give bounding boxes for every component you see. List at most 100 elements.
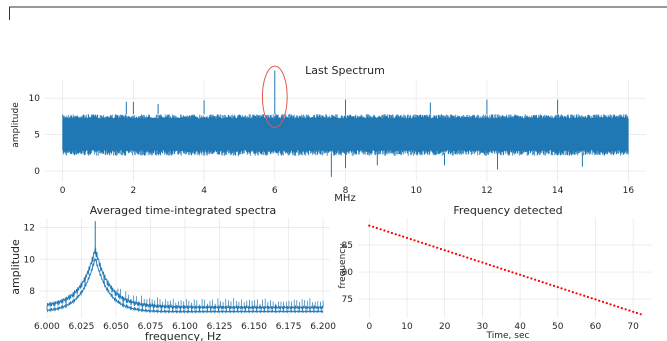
averaged-spectra-ylabel: amplitude xyxy=(9,239,22,295)
frequency-detected-series xyxy=(368,224,642,316)
last-spectrum-xlabel: MHz xyxy=(334,193,355,204)
last-spectrum-xtick-label: 14 xyxy=(552,186,564,196)
frequency-point xyxy=(605,302,608,305)
last-spectrum-xtick-label: 8 xyxy=(343,186,349,196)
frequency-point xyxy=(564,288,567,291)
last-spectrum-xtick-label: 16 xyxy=(623,186,635,196)
frequency-point xyxy=(639,313,642,316)
frequency-point xyxy=(545,282,548,285)
frequency-point xyxy=(387,230,390,233)
frequency-point xyxy=(424,242,427,246)
frequency-point xyxy=(560,287,563,290)
frequency-point xyxy=(534,278,537,281)
frequency-point xyxy=(530,277,533,280)
last-spectrum-xtick-label: 2 xyxy=(131,186,137,196)
last-spectrum-band xyxy=(62,118,629,150)
averaged-spectra-xtick-label: 6.125 xyxy=(207,322,233,332)
last-spectrum-xtick-label: 6 xyxy=(272,186,278,196)
last-spectrum-ytick-label: 5 xyxy=(34,131,40,141)
last-spectrum-xtick-label: 4 xyxy=(201,186,207,196)
frequency-point xyxy=(466,256,469,259)
frequency-point xyxy=(511,271,514,274)
averaged-spectra-xtick-label: 6.150 xyxy=(241,322,267,332)
frequency-point xyxy=(586,295,590,299)
frequency-point xyxy=(394,233,397,236)
frequency-point xyxy=(541,281,544,284)
averaged-spectra-lower-line xyxy=(46,257,324,314)
averaged-spectra-upper-line xyxy=(46,247,324,311)
frequency-point xyxy=(485,262,488,265)
last-spectrum-panel: 0 2 4 6 8 10 12 14 16 0 5 10 Last Spectrum MHz ampl… xyxy=(11,64,646,204)
averaged-spectra-xlabel: frequency, Hz xyxy=(145,330,221,341)
frequency-point xyxy=(432,245,435,248)
frequency-point xyxy=(421,241,424,244)
averaged-spectra-xtick-label: 6.050 xyxy=(103,322,129,332)
averaged-spectra-ticks: 6.000 6.025 6.050 6.075 6.100 6.125 6.150 6.175… xyxy=(24,224,337,332)
frequency-detected-xtick-label: 30 xyxy=(477,322,489,332)
frequency-point xyxy=(488,263,491,267)
frequency-detected-ytick-label: 80 xyxy=(342,268,354,278)
averaged-spectra-ytick-label: 10 xyxy=(24,255,36,265)
frequency-point xyxy=(413,239,416,242)
frequency-detected-xtick-label: 50 xyxy=(552,322,564,332)
frequency-point xyxy=(624,308,627,311)
last-spectrum-ytick-label: 0 xyxy=(34,167,40,177)
averaged-spectra-series xyxy=(46,221,324,314)
frequency-point xyxy=(575,292,578,295)
averaged-spectra-small-spikes xyxy=(117,288,324,310)
frequency-point xyxy=(620,307,623,310)
frequency-point xyxy=(443,249,446,252)
frequency-detected-title: Frequency detected xyxy=(453,204,562,217)
frequency-point xyxy=(383,229,386,232)
frequency-point xyxy=(458,254,461,257)
frequency-detected-ytick-label: 75 xyxy=(342,295,353,305)
frequency-point xyxy=(549,283,552,286)
frequency-point xyxy=(451,251,454,254)
frequency-point xyxy=(492,265,495,268)
frequency-detected-xtick-label: 0 xyxy=(366,322,372,332)
frequency-point xyxy=(522,274,525,278)
frequency-point xyxy=(571,291,574,294)
frequency-point xyxy=(507,270,510,273)
averaged-spectra-xtick-label: 6.175 xyxy=(276,322,302,332)
frequency-point xyxy=(526,276,529,279)
frequency-detected-xtick-label: 40 xyxy=(514,322,526,332)
averaged-spectra-ytick-label: 8 xyxy=(29,287,35,297)
frequency-detected-panel: 0 10 20 30 40 50 60 70 75 80 85 Frequency detected… xyxy=(338,204,652,341)
frequency-point xyxy=(447,250,450,253)
frequency-point xyxy=(613,304,616,307)
frequency-detected-ytick-label: 85 xyxy=(342,241,353,251)
frequency-point xyxy=(462,255,465,258)
highlight-ellipse xyxy=(261,65,288,128)
frequency-point xyxy=(590,297,593,300)
frequency-point xyxy=(632,310,635,313)
frequency-detected-ticks: 0 10 20 30 40 50 60 70 75 80 85 xyxy=(342,241,640,332)
averaged-spectra-title: Averaged time-integrated spectra xyxy=(90,204,277,217)
last-spectrum-ylabel: amplitude xyxy=(11,102,21,148)
last-spectrum-ticks: 0 2 4 6 8 10 12 14 16 0 5 10 xyxy=(29,94,635,196)
frequency-point xyxy=(537,279,541,283)
frequency-detected-xtick-label: 20 xyxy=(439,322,451,332)
frequency-point xyxy=(500,267,503,270)
frequency-point xyxy=(609,303,612,306)
last-spectrum-xtick-label: 12 xyxy=(481,186,492,196)
averaged-spectra-xtick-label: 6.100 xyxy=(172,322,198,332)
frequency-point xyxy=(402,235,405,238)
frequency-point xyxy=(583,294,586,297)
frequency-point xyxy=(439,247,442,251)
averaged-spectra-grid xyxy=(40,218,330,318)
frequency-point xyxy=(372,225,375,228)
window-frame xyxy=(9,6,667,20)
frequency-point xyxy=(398,234,401,237)
averaged-spectra-xtick-label: 6.000 xyxy=(34,322,60,332)
frequency-point xyxy=(635,311,639,315)
frequency-point xyxy=(617,305,620,308)
frequency-point xyxy=(409,238,412,241)
last-spectrum-xtick-label: 10 xyxy=(410,186,422,196)
frequency-detected-grid xyxy=(358,218,652,318)
averaged-spectra-panel: 6.000 6.025 6.050 6.075 6.100 6.125 6.150 6.175… xyxy=(9,204,336,341)
frequency-point xyxy=(379,228,382,231)
frequency-point xyxy=(628,309,631,312)
averaged-spectra-xtick-label: 6.075 xyxy=(138,322,164,332)
